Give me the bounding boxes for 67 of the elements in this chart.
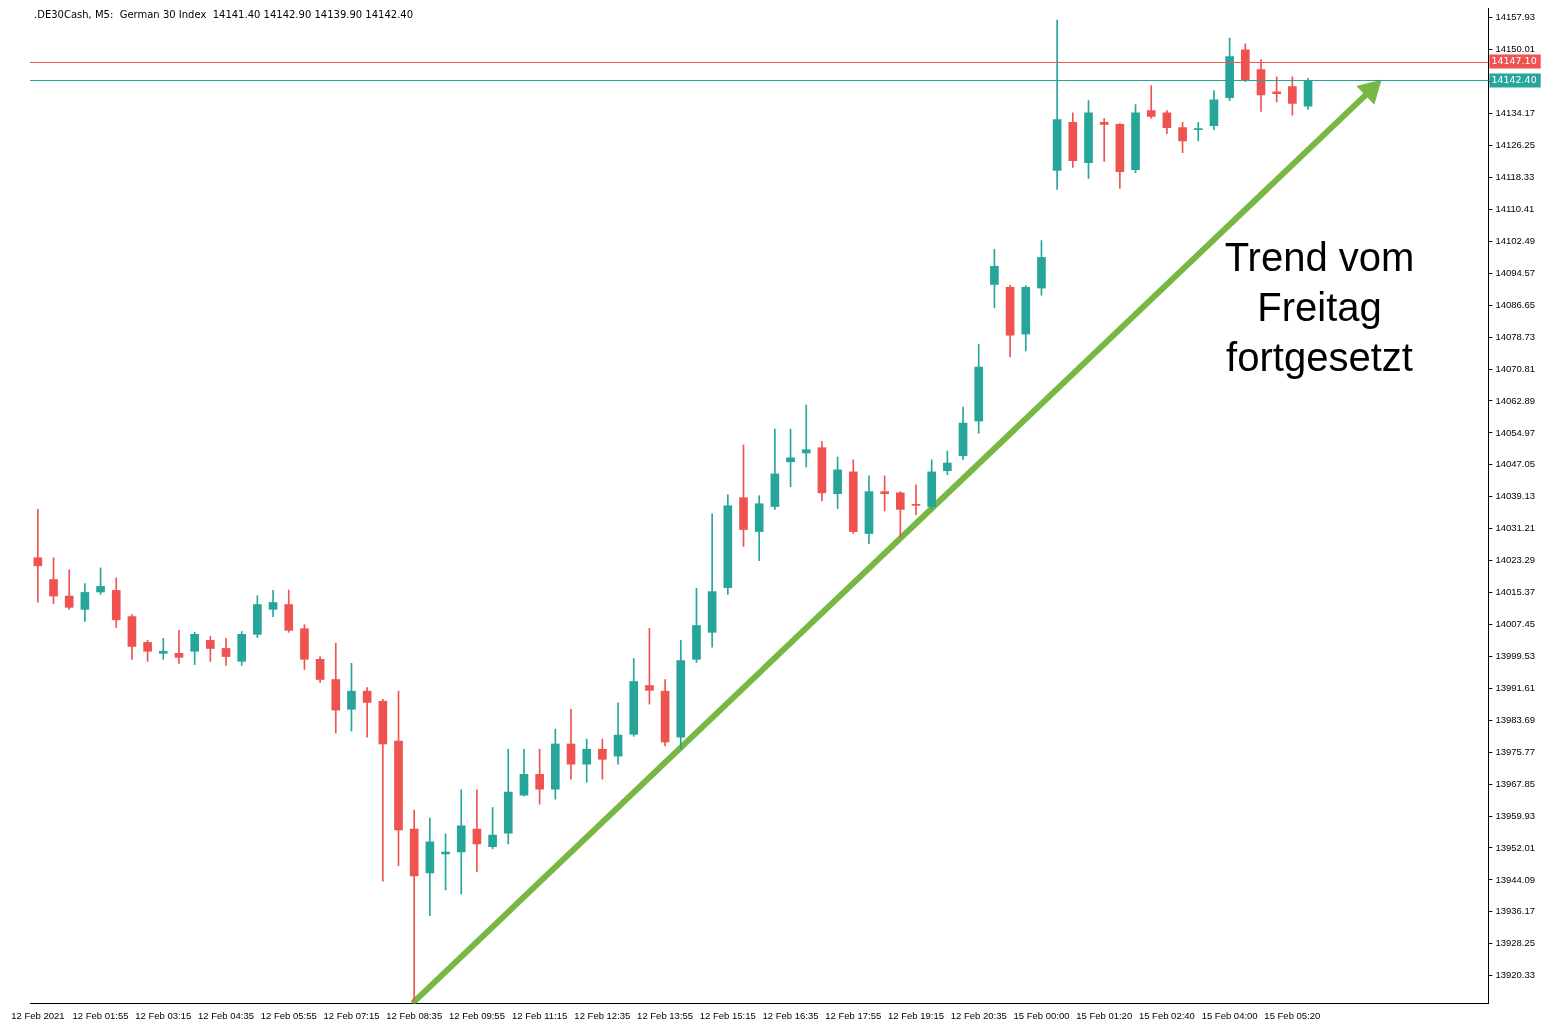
y-tick-label: 13920.33 [1495,969,1535,981]
y-tick-label: 14031.21 [1495,522,1535,534]
x-tick-label: 12 Feb 15:15 [699,1009,756,1021]
candlestick [362,687,372,738]
candlestick [33,509,43,603]
ref-line-label: 14147.10 [1491,54,1537,66]
x-tick-label: 12 Feb 2021 [11,1009,65,1021]
y-tick-label: 14150.01 [1495,43,1535,55]
annotation: Trend vom Freitag fortgesetzt [1223,234,1416,381]
y-tick-label: 14015.37 [1495,586,1535,598]
candlestick [801,404,811,468]
x-tick-label: 15 Feb 01:20 [1076,1009,1133,1021]
x-tick-label: 12 Feb 17:55 [825,1009,882,1021]
candlestick [378,698,388,882]
x-tick-label: 12 Feb 16:35 [762,1009,819,1021]
y-tick-label: 14054.97 [1495,426,1535,438]
x-tick-label: 15 Feb 04:00 [1201,1009,1258,1021]
y-tick-label: 14157.93 [1495,11,1535,23]
x-tick-label: 12 Feb 19:15 [888,1009,944,1021]
y-tick-label: 13928.25 [1495,937,1535,949]
y-tick-label: 13936.17 [1495,905,1535,917]
x-tick-label: 15 Feb 05:20 [1264,1009,1321,1021]
ref-line-label: 14142.40 [1491,73,1537,85]
candlestick [409,809,419,1002]
y-tick-label: 14039.13 [1495,490,1535,502]
y-tick-label: 14102.49 [1495,234,1535,246]
y-tick-label: 14070.81 [1495,362,1535,374]
y-tick-label: 13952.01 [1495,841,1535,853]
y-tick-label: 14023.29 [1495,554,1535,566]
y-tick-label: 14086.65 [1495,298,1535,310]
y-tick-label: 14062.89 [1495,394,1535,406]
y-tick-label: 14078.73 [1495,330,1535,342]
y-tick-label: 14126.25 [1495,139,1535,151]
x-tick-label: 12 Feb 09:55 [448,1009,505,1021]
y-tick-label: 14110.41 [1495,203,1535,215]
x-tick-label: 12 Feb 03:15 [135,1009,192,1021]
x-tick-label: 12 Feb 07:15 [323,1009,380,1021]
x-tick-label: 12 Feb 08:35 [386,1009,443,1021]
x-tick-label: 15 Feb 00:00 [1013,1009,1070,1021]
candlestick [174,629,184,664]
y-tick-label: 13944.09 [1495,873,1535,885]
x-tick-label: 12 Feb 20:35 [950,1009,1007,1021]
y-tick-label: 13975.77 [1495,745,1535,757]
candlestick [911,484,921,515]
x-tick-label: 12 Feb 13:55 [637,1009,694,1021]
candlestick [1193,122,1203,142]
x-tick-label: 12 Feb 11:15 [512,1009,568,1021]
y-tick-label: 13991.61 [1495,681,1535,693]
x-tick-label: 12 Feb 12:35 [574,1009,631,1021]
candlestick [158,638,168,660]
y-tick-label: 14007.45 [1495,618,1535,630]
x-tick-label: 15 Feb 02:40 [1138,1009,1195,1021]
y-tick-label: 14094.57 [1495,266,1535,278]
x-tick-label: 12 Feb 04:35 [198,1009,255,1021]
y-tick-label: 13959.93 [1495,809,1535,821]
candlestick [1099,118,1109,162]
chart-title: .DE30Cash, M5: German 30 Index 14141.40 14142.90 14139.90 14142.40 [34,9,414,21]
y-tick-label: 14118.33 [1495,171,1535,183]
x-tick-label: 12 Feb 01:55 [72,1009,129,1021]
candlestick [1146,85,1156,119]
y-tick-label: 14047.05 [1495,458,1535,470]
y-tick-label: 14134.17 [1495,107,1535,119]
y-tick-label: 13999.53 [1495,650,1535,662]
x-tick-label: 12 Feb 05:55 [260,1009,317,1021]
candlestick [1272,76,1282,103]
y-tick-label: 13967.85 [1495,777,1535,789]
y-tick-label: 13983.69 [1495,713,1535,725]
